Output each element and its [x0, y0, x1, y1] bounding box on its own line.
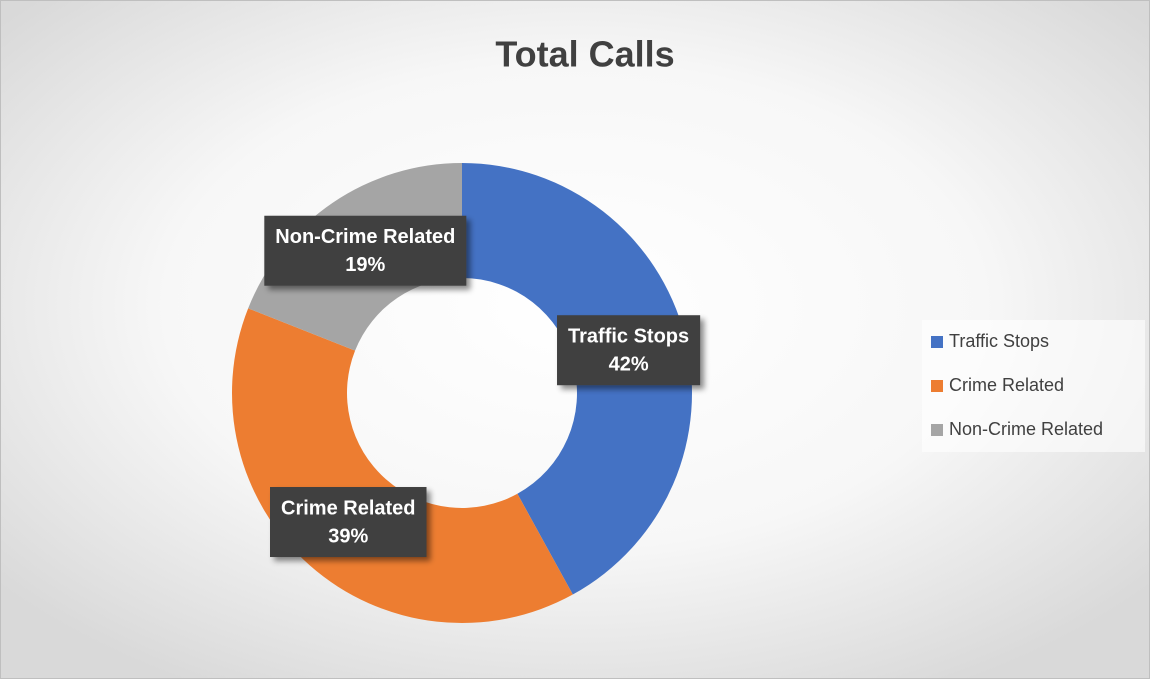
- legend-label: Traffic Stops: [949, 331, 1049, 351]
- data-label-box: [557, 315, 701, 386]
- data-label-category: Non-Crime Related: [275, 226, 455, 248]
- data-label-box: [270, 487, 427, 558]
- legend-label: Crime Related: [949, 375, 1064, 395]
- data-label-category: Traffic Stops: [568, 326, 689, 348]
- legend-swatch: [931, 424, 943, 436]
- data-label-category: Crime Related: [281, 497, 416, 519]
- chart-title: Total Calls: [495, 34, 674, 75]
- legend-swatch: [931, 336, 943, 348]
- data-label-value: 39%: [328, 525, 368, 547]
- data-label-value: 19%: [345, 254, 385, 276]
- data-label-box: [264, 215, 467, 286]
- legend-box: [922, 320, 1145, 452]
- data-label-value: 42%: [609, 354, 649, 376]
- legend-label: Non-Crime Related: [949, 419, 1103, 439]
- legend-swatch: [931, 380, 943, 392]
